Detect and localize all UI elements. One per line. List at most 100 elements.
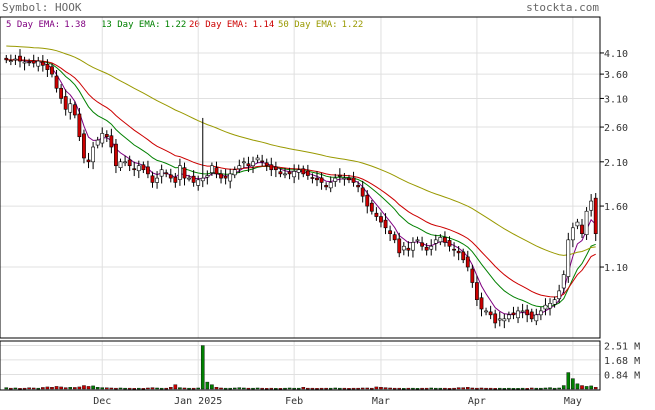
candle-body xyxy=(8,60,13,62)
candle-body xyxy=(470,268,475,283)
candle-body xyxy=(36,60,41,67)
candle-body xyxy=(22,61,27,64)
candle-body xyxy=(580,224,584,235)
candle-body xyxy=(13,58,18,61)
candle-body xyxy=(214,167,219,175)
volume-bar xyxy=(561,385,566,390)
volume-bar xyxy=(452,387,456,390)
volume-bar xyxy=(443,387,447,390)
volume-bar xyxy=(315,388,319,390)
volume-bar xyxy=(383,387,388,390)
volume-bar xyxy=(397,387,402,390)
candle-body xyxy=(141,164,146,171)
volume-bar xyxy=(415,388,420,390)
volume-bar xyxy=(575,383,580,390)
candle-body xyxy=(269,164,274,171)
candle-body xyxy=(507,314,511,320)
candle-body xyxy=(415,239,420,242)
volume-bar xyxy=(433,387,438,390)
candle-body xyxy=(86,159,91,163)
candle-body xyxy=(118,161,123,169)
brand-label: stockta.com xyxy=(526,1,599,14)
volume-bar xyxy=(91,385,95,390)
candle-body xyxy=(420,242,424,247)
candle-body xyxy=(255,157,260,161)
volume-bar xyxy=(296,387,301,390)
candle-body xyxy=(333,177,338,182)
candle-body xyxy=(31,60,36,64)
candle-body xyxy=(552,299,557,305)
volume-bar xyxy=(159,387,164,390)
volume-bar xyxy=(123,387,127,390)
volume-bar xyxy=(301,387,306,390)
volume-bar xyxy=(465,387,470,390)
candle-body xyxy=(40,61,45,66)
volume-bar xyxy=(539,387,543,390)
volume-bar xyxy=(374,386,379,390)
candle-body xyxy=(593,197,598,235)
candle-body xyxy=(45,64,50,70)
candle-body xyxy=(159,169,164,177)
candle-body xyxy=(305,170,310,176)
legend-ema13-value: 1.22 xyxy=(165,20,187,30)
volume-bar xyxy=(36,387,41,390)
volume-bar xyxy=(543,387,548,390)
candle-body xyxy=(77,113,82,138)
volume-bar xyxy=(507,387,511,390)
price-tick-label: 3.10 xyxy=(604,94,628,105)
legend-ema20: 20 Day EMA: 1.14 xyxy=(189,20,274,30)
candle-body xyxy=(164,172,169,175)
volume-bar xyxy=(228,387,232,390)
volume-panel-border xyxy=(0,340,601,391)
volume-bar xyxy=(164,387,169,390)
volume-bar xyxy=(255,387,260,390)
candle-body xyxy=(104,134,109,138)
volume-bar xyxy=(95,387,100,390)
volume-bar xyxy=(429,387,434,390)
volume-bar xyxy=(351,387,356,390)
volume-bar xyxy=(529,387,534,390)
candle-body xyxy=(529,311,534,320)
candle-body xyxy=(136,165,141,172)
volume-grid xyxy=(0,341,600,390)
volume-bar xyxy=(589,385,593,390)
candle-body xyxy=(438,237,443,243)
candle-body xyxy=(210,165,214,173)
volume-bar xyxy=(82,385,86,390)
volume-bar xyxy=(22,387,27,390)
volume-bar xyxy=(50,387,54,390)
candle-body xyxy=(196,179,201,186)
volume-tick-label: 2.51 M xyxy=(604,342,640,353)
candle-body xyxy=(379,216,383,223)
volume-bar xyxy=(593,387,598,390)
candle-body xyxy=(114,143,118,167)
volume-tick-label: 0.84 M xyxy=(604,370,640,381)
price-tick-label: 2.60 xyxy=(604,123,628,134)
volume-bar xyxy=(223,387,228,390)
volume-bar xyxy=(356,387,360,390)
candle-body xyxy=(59,87,64,99)
candle-body xyxy=(406,247,411,251)
candle-body xyxy=(374,212,379,217)
volume-bar xyxy=(571,378,575,390)
ema20-line xyxy=(6,59,596,298)
candle-body xyxy=(538,310,543,316)
price-tick-label: 1.10 xyxy=(604,263,628,274)
volume-bar xyxy=(461,387,466,390)
volume-bar xyxy=(205,381,210,390)
legend-ema5-label: 5 Day EMA: xyxy=(6,20,60,30)
volume-bar xyxy=(168,387,173,390)
candle-body xyxy=(219,173,223,179)
volume-bar xyxy=(214,387,219,390)
candle-body xyxy=(4,57,9,61)
candle-body xyxy=(278,171,283,175)
volume-bar xyxy=(136,387,141,390)
candle-body xyxy=(324,185,329,188)
candle-body xyxy=(109,135,114,148)
candle-body xyxy=(392,234,397,241)
volume-bar xyxy=(264,388,269,390)
volume-bar xyxy=(584,386,589,390)
candle-body xyxy=(182,167,187,179)
volume-bar xyxy=(63,387,68,390)
